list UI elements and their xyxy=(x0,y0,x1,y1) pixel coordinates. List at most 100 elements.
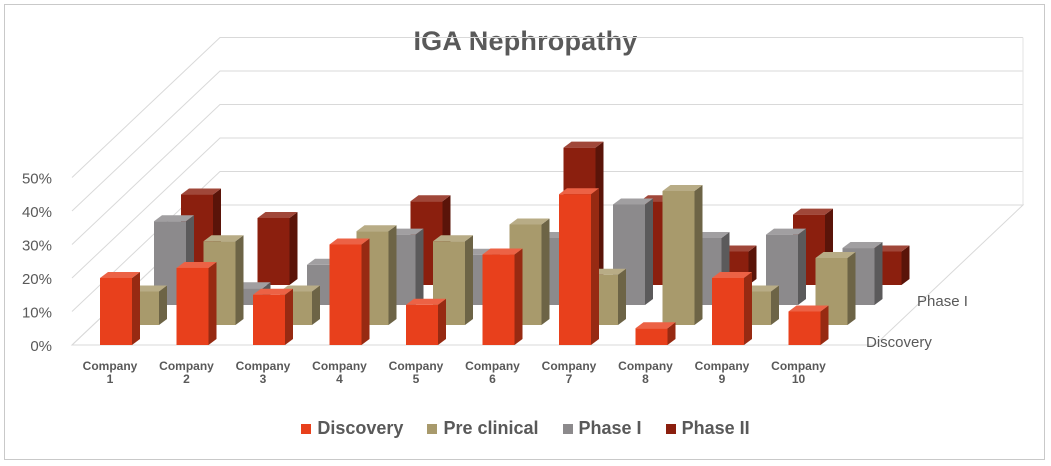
bar-side xyxy=(744,272,752,345)
bar-discovery xyxy=(635,322,676,345)
x-tick-label-line: Company xyxy=(159,359,214,373)
bar-front xyxy=(559,194,591,345)
x-tick-label-line: Company xyxy=(236,359,291,373)
bar-front xyxy=(329,244,362,345)
bar-side xyxy=(901,245,910,285)
bar-discovery xyxy=(406,298,446,345)
bar-side xyxy=(798,228,806,305)
bar-side xyxy=(285,288,293,345)
bar-side xyxy=(361,238,370,345)
x-tick-label-line: Company xyxy=(542,359,597,373)
x-tick-label: Company 10 xyxy=(771,359,826,386)
x-tick-label: Company 1 xyxy=(83,359,138,386)
bar-discovery xyxy=(788,305,829,345)
bar-top xyxy=(482,248,523,255)
x-tick-label-line: Company xyxy=(389,359,444,373)
bar-top xyxy=(203,235,244,242)
bar-top xyxy=(788,305,829,312)
gridline xyxy=(71,137,1023,279)
bar-top xyxy=(253,288,293,295)
bar-top xyxy=(793,208,833,215)
bar-top xyxy=(842,242,883,249)
bar-phase-i xyxy=(613,198,653,305)
bar-side xyxy=(874,242,883,305)
bar-front xyxy=(406,304,438,345)
gridlines xyxy=(70,37,1025,346)
x-tick-label: Company 7 xyxy=(542,359,597,386)
bar-side xyxy=(645,198,653,305)
x-tick-label-line: 8 xyxy=(642,372,649,386)
bar-top xyxy=(406,298,446,305)
depth-axis-label: Phase I xyxy=(917,293,968,310)
x-tick-label: Company 4 xyxy=(312,359,367,386)
legend-item: Discovery xyxy=(301,418,403,439)
x-tick-label-line: 10 xyxy=(792,372,806,386)
depth-axis-label: Discovery xyxy=(866,334,932,351)
bar-pre-clinical xyxy=(815,252,856,325)
legend-item: Pre clinical xyxy=(427,418,539,439)
bar-top xyxy=(766,228,806,235)
bar-front xyxy=(712,278,744,345)
gridline xyxy=(71,37,1023,178)
x-tick-label-line: 5 xyxy=(413,372,420,386)
legend-swatch xyxy=(562,423,573,434)
bar-side xyxy=(388,225,397,325)
x-tick-label-line: 9 xyxy=(719,372,726,386)
legend-item: Phase I xyxy=(562,418,642,439)
bar-side xyxy=(415,228,424,305)
legend-label: Discovery xyxy=(317,418,404,438)
bar-top xyxy=(662,185,703,191)
bar-side xyxy=(438,298,446,345)
gridline xyxy=(71,104,1023,245)
y-tick-label: 10% xyxy=(22,305,52,322)
bar-side xyxy=(465,235,473,325)
bar-discovery xyxy=(100,272,140,345)
bar-discovery xyxy=(176,261,217,345)
x-tick-label: Company 9 xyxy=(695,359,750,386)
bar-front xyxy=(662,191,695,325)
bar-top xyxy=(712,272,752,278)
bar-front xyxy=(176,267,209,345)
gridline xyxy=(71,171,1023,312)
bar-front xyxy=(482,254,515,345)
bar-side xyxy=(312,285,320,325)
bar-phase-ii xyxy=(257,212,298,285)
bar-side xyxy=(541,218,550,325)
legend-swatch xyxy=(427,423,438,434)
bar-discovery xyxy=(559,188,599,345)
y-tick-label: 30% xyxy=(22,238,52,255)
bar-side xyxy=(667,322,676,345)
bar-discovery xyxy=(712,272,752,345)
x-tick-label: Company 8 xyxy=(618,359,673,386)
y-tick-label: 0% xyxy=(30,338,52,355)
bar-top xyxy=(356,225,397,232)
bar-side xyxy=(208,261,217,345)
bar-side xyxy=(591,188,599,345)
bar-top xyxy=(181,188,221,195)
y-tick-label: 50% xyxy=(22,171,52,188)
gridline xyxy=(71,70,1023,212)
x-tick-label-line: 1 xyxy=(107,372,114,386)
legend-label: Phase II xyxy=(681,418,750,438)
chart-title: IGA Nephropathy xyxy=(413,26,638,56)
x-tick-label-line: Company xyxy=(83,359,138,373)
bar-side xyxy=(289,212,298,285)
bar-front xyxy=(788,311,821,345)
bar-side xyxy=(820,305,829,345)
x-tick-label-line: 2 xyxy=(183,372,190,386)
x-tick-label: Company 5 xyxy=(389,359,444,386)
bar-top xyxy=(410,195,451,202)
y-tick-label: 20% xyxy=(22,271,52,288)
bar-front xyxy=(635,328,668,345)
bar-top xyxy=(176,261,217,268)
legend-label: Pre clinical xyxy=(443,418,539,438)
bar-top xyxy=(329,238,370,245)
bar-side xyxy=(694,185,703,325)
x-tick-label-line: Company xyxy=(465,359,520,373)
bar-top xyxy=(815,252,856,258)
y-tick-label: 40% xyxy=(22,204,52,221)
bar-top xyxy=(563,141,604,148)
bar-side xyxy=(235,235,244,325)
bar-side xyxy=(159,285,167,325)
